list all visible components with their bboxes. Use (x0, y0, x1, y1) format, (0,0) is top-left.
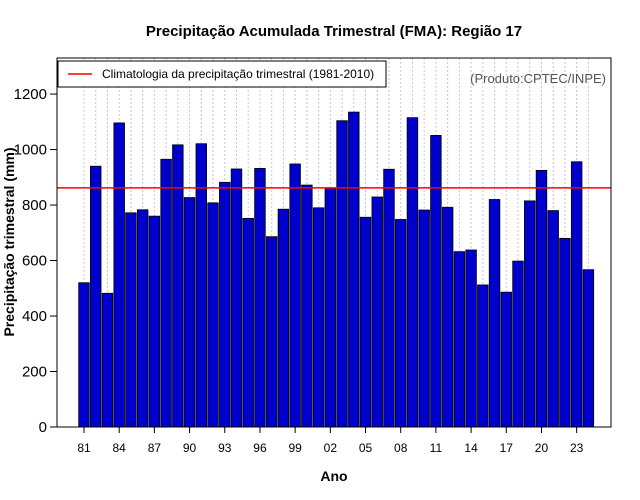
x-axis-title: Ano (320, 468, 347, 484)
x-tick-label: 93 (218, 441, 232, 455)
x-tick-label: 87 (148, 441, 162, 455)
bar (395, 219, 407, 428)
x-tick-label: 17 (500, 441, 514, 455)
bar (78, 282, 90, 428)
bar (324, 187, 337, 428)
bar (465, 249, 477, 428)
bar (242, 217, 254, 428)
bar (336, 120, 348, 428)
x-axis: 81 84 87 90 93 96 99 02 05 08 11 14 17 20 23 (77, 427, 584, 455)
bar (512, 260, 524, 428)
y-tick-label: 0 (39, 419, 47, 436)
legend: Climatologia da precipitação trimestral … (57, 60, 387, 88)
bar (524, 200, 536, 428)
x-tick-label: 08 (394, 441, 408, 455)
x-tick-label: 84 (113, 441, 127, 455)
bar (160, 158, 172, 428)
bar (148, 215, 161, 428)
bar (312, 207, 325, 428)
y-tick-label: 400 (22, 308, 47, 325)
bar (500, 291, 512, 428)
y-tick-label: 600 (22, 253, 47, 270)
y-axis-title: Precipitação trimestral (mm) (1, 147, 17, 336)
bar (488, 199, 501, 428)
x-tick-label: 14 (464, 441, 478, 455)
bar (125, 212, 137, 428)
bar (301, 184, 313, 428)
bar (371, 196, 383, 428)
bar (547, 210, 559, 428)
bar (359, 216, 372, 428)
x-tick-label: 81 (77, 441, 91, 455)
x-tick-label: 11 (430, 441, 443, 455)
bar (582, 269, 595, 428)
bar (254, 168, 266, 428)
bar (418, 209, 430, 428)
source-label: (Produto:CPTEC/INPE) (470, 71, 606, 86)
bar (559, 237, 571, 428)
bar (219, 181, 231, 428)
bar (183, 197, 196, 428)
bar (195, 143, 208, 428)
x-tick-label: 20 (535, 441, 549, 455)
legend-label: Climatologia da precipitação trimestral … (102, 67, 374, 81)
x-tick-label: 96 (253, 441, 267, 455)
bar (289, 163, 301, 428)
y-tick-label: 1000 (14, 142, 47, 159)
bar (101, 292, 114, 428)
bar (230, 168, 243, 428)
legend-box (57, 60, 387, 88)
y-tick-label: 1200 (14, 86, 47, 103)
y-axis: 0 200 400 600 800 1000 1200 (14, 86, 57, 436)
bar (383, 168, 395, 428)
bar (570, 161, 583, 428)
bars (78, 111, 595, 428)
bar (113, 122, 125, 428)
x-tick-label: 05 (359, 441, 373, 455)
bar (207, 202, 219, 428)
x-tick-label: 02 (324, 441, 338, 455)
y-tick-label: 200 (22, 364, 47, 381)
bar (277, 208, 290, 428)
chart-title: Precipitação Acumulada Trimestral (FMA):… (146, 23, 522, 40)
bar (348, 111, 360, 428)
bar (90, 165, 102, 428)
x-tick-label: 23 (570, 441, 584, 455)
bar (406, 117, 419, 428)
bar (265, 236, 278, 428)
plot-frame (56, 57, 612, 428)
x-tick-label: 99 (288, 441, 302, 455)
bar (535, 169, 548, 428)
bar (441, 206, 454, 428)
x-tick-label: 90 (183, 441, 197, 455)
bar (430, 135, 442, 428)
bar (136, 209, 149, 428)
bar (453, 251, 466, 428)
y-tick-label: 800 (22, 197, 47, 214)
bar (477, 284, 489, 428)
